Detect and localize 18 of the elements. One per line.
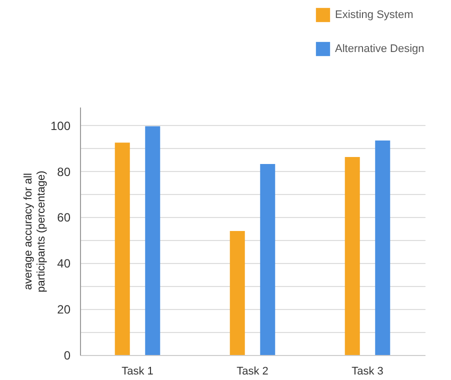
bar (230, 231, 245, 355)
legend-label: Alternative Design (335, 43, 424, 55)
legend-label: Existing System (335, 9, 414, 21)
bar (375, 140, 390, 355)
bar (344, 157, 360, 355)
bar (145, 126, 160, 355)
bar (260, 164, 276, 355)
x-tick-label: Task 3 (352, 366, 384, 378)
y-tick-label: 100 (50, 118, 71, 133)
y-tick-label: 60 (57, 210, 71, 225)
y-tick-label: 0 (64, 348, 71, 362)
x-tick-label: Task 2 (236, 366, 268, 378)
y-tick-label: 40 (57, 256, 71, 271)
y-tick-label: 20 (57, 302, 71, 317)
y-axis-title: average accuracy for all participants (percentage) (22, 170, 48, 292)
bar (114, 142, 130, 355)
y-tick-label: 80 (57, 164, 71, 179)
x-tick-label: Task 1 (122, 366, 154, 378)
